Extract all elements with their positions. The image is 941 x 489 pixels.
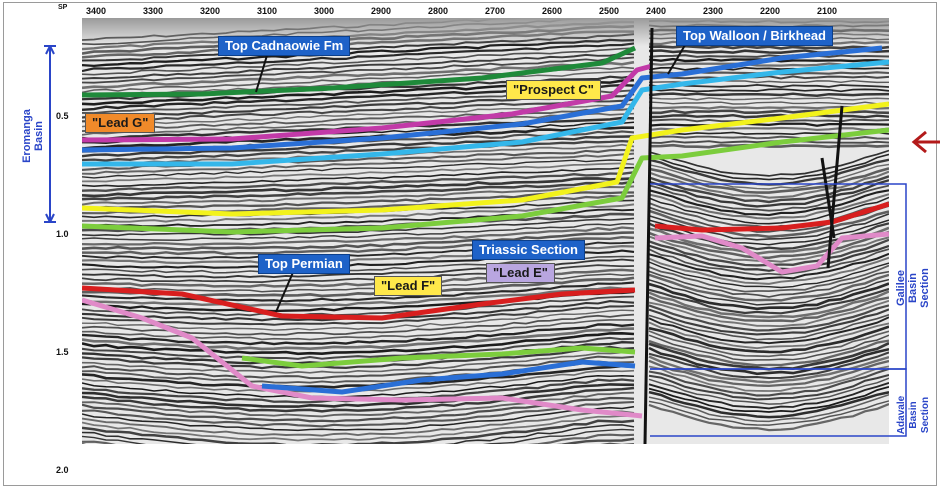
seismic-image — [82, 18, 889, 444]
horizon-line — [82, 45, 637, 98]
time-label: 2.0 — [56, 465, 69, 475]
horizon-line — [82, 63, 653, 143]
eromanga-basin-label: Eromanga Basin — [21, 109, 45, 163]
horizon-line — [241, 345, 636, 369]
shotpoint-label: 2200 — [759, 6, 781, 16]
time-label: 1.5 — [56, 347, 69, 357]
shotpoint-label: 2700 — [484, 6, 506, 16]
horizon-line — [82, 101, 889, 217]
horizon-line — [82, 45, 883, 153]
shotpoint-label: 2800 — [427, 6, 449, 16]
galilee-basin-label: Galilee Basin Section — [895, 268, 931, 308]
horizon-line — [261, 359, 636, 395]
time-label: 0.5 — [56, 111, 69, 121]
shotpoint-label: 2600 — [541, 6, 563, 16]
shotpoint-label: 2100 — [816, 6, 838, 16]
shotpoint-label: 2900 — [370, 6, 392, 16]
shotpoint-label: 3400 — [85, 6, 107, 16]
label-lead-f: "Lead F" — [374, 276, 443, 296]
shotpoint-label: 2400 — [645, 6, 667, 16]
label-top-permian: Top Permian — [258, 254, 350, 274]
shotpoint-label: 3000 — [313, 6, 335, 16]
seismic-section — [82, 18, 889, 444]
shotpoint-label: 3100 — [256, 6, 278, 16]
horizon-line — [82, 59, 889, 167]
shotpoint-prefix: SP — [58, 4, 68, 11]
shotpoint-label: 3300 — [142, 6, 164, 16]
time-label: 1.0 — [56, 229, 69, 239]
adavale-basin-label: Adavale Basin Section — [896, 395, 931, 435]
label-top-walloon: Top Walloon / Birkhead — [676, 26, 833, 46]
horizon-line — [82, 285, 636, 321]
shotpoint-label: 2300 — [702, 6, 724, 16]
label-lead-g: "Lead G" — [85, 113, 156, 133]
label-top-cadnaowie: Top Cadnaowie Fm — [218, 36, 351, 56]
fault-line — [643, 27, 654, 444]
horizon-line — [82, 127, 889, 235]
horizon-line — [82, 297, 643, 419]
label-lead-e: "Lead E" — [486, 263, 555, 283]
label-prospect-c: "Prospect C" — [506, 80, 601, 100]
shotpoint-label: 3200 — [199, 6, 221, 16]
label-triassic-section: Triassic Section — [472, 240, 585, 260]
shotpoint-label: 2500 — [598, 6, 620, 16]
